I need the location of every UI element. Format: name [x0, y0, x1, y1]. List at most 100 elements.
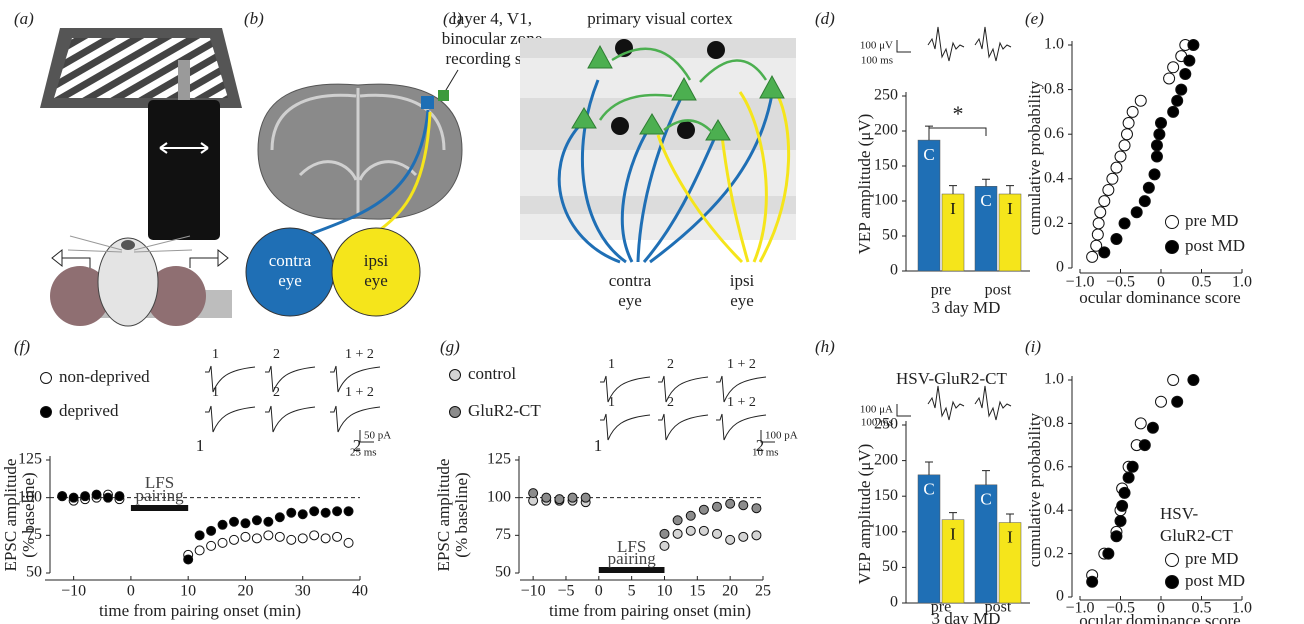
point: [698, 504, 709, 515]
brain-structure: [270, 88, 446, 215]
legend-label: pre MD: [1185, 549, 1238, 568]
scale-label: 100 ms: [861, 55, 893, 67]
point: [659, 540, 670, 551]
legend-label: deprived: [59, 401, 119, 420]
panel-c: (c) primary visual cortex contra eye ips…: [443, 9, 796, 310]
point: [274, 531, 285, 542]
bar-label: C: [980, 191, 991, 210]
x-tick-label: 1.0: [1232, 274, 1252, 291]
point: [751, 503, 762, 514]
point: [1116, 499, 1129, 512]
point: [1187, 374, 1200, 386]
trace: [600, 375, 651, 403]
eye-label: eye: [618, 291, 642, 310]
legend-label: GluR2-CT: [468, 401, 541, 420]
x-tick-label: −1.0: [1065, 600, 1094, 617]
scale-bar: [896, 404, 911, 417]
point: [1114, 150, 1127, 163]
trace: [265, 405, 316, 433]
brain-section: [257, 83, 463, 220]
trace-label: 2: [273, 347, 280, 362]
panel-label: (e): [1025, 9, 1044, 28]
point: [725, 534, 736, 545]
eye-label: eye: [364, 271, 388, 290]
point: [1098, 246, 1111, 259]
trace: [716, 375, 767, 403]
point: [1091, 228, 1104, 241]
legend-label: non-deprived: [59, 367, 150, 386]
error-bar: [982, 470, 990, 485]
layer: [520, 214, 796, 240]
y-tick-label: 75: [26, 526, 42, 543]
time-point-label: 2: [353, 436, 362, 455]
trace: [927, 26, 965, 62]
point: [738, 531, 749, 542]
panel-a: (a): [14, 9, 242, 327]
y-axis-label: (% baseline): [19, 472, 38, 557]
y-tick-label: 0: [890, 594, 898, 611]
pairing-label: pairing: [608, 549, 657, 568]
bar-label: C: [923, 145, 934, 164]
point: [297, 533, 308, 544]
recording-site: [438, 90, 449, 101]
trace: [330, 405, 381, 433]
point: [672, 528, 683, 539]
x-tick-label: 10: [180, 583, 196, 600]
point: [528, 488, 539, 499]
panel-label: (f): [14, 337, 30, 356]
x-tick-label: 0: [1157, 274, 1165, 291]
legend-label: pre MD: [1185, 211, 1238, 230]
y-tick-label: 200: [874, 122, 898, 139]
point: [659, 528, 670, 539]
chart-title: HSV-GluR2-CT: [896, 369, 1007, 388]
x-axis-label: 3 day MD: [932, 609, 1001, 624]
trace: [927, 385, 965, 421]
y-tick-label: 50: [26, 564, 42, 581]
legend-marker: [40, 406, 52, 418]
point: [217, 537, 228, 548]
annotation: *: [953, 101, 964, 126]
x-tick-label: 25: [755, 583, 771, 600]
point: [1167, 105, 1180, 118]
point: [309, 530, 320, 541]
scale-label: 100 pA: [765, 430, 798, 442]
y-axis-label: VEP amplitude (μV): [855, 114, 874, 255]
bar-label: I: [1007, 527, 1013, 546]
legend-marker: [40, 372, 52, 384]
whiskers: [67, 235, 193, 253]
time-point-label: 1: [594, 436, 603, 455]
point: [1122, 117, 1135, 130]
pairing-label: LFS: [617, 537, 646, 556]
eye-label: ipsi: [364, 251, 389, 270]
point: [567, 492, 578, 503]
eye-label: eye: [730, 291, 754, 310]
ear: [146, 266, 206, 326]
y-tick-label: 50: [882, 227, 898, 244]
point: [251, 515, 262, 526]
point: [1126, 105, 1139, 118]
point: [1167, 374, 1180, 386]
y-tick-label: 200: [874, 451, 898, 468]
trace-label: 1 + 2: [345, 347, 374, 362]
point: [194, 545, 205, 556]
point: [1171, 395, 1184, 408]
x-tick-label: −0.5: [1106, 274, 1135, 291]
y-tick-label: 100: [18, 488, 42, 505]
bar-label: I: [950, 525, 956, 544]
point: [725, 498, 736, 509]
point: [91, 489, 102, 500]
point: [1163, 72, 1176, 85]
pairing-label: pairing: [135, 486, 184, 505]
point: [1150, 150, 1163, 163]
point: [1118, 139, 1131, 152]
point: [1148, 168, 1161, 181]
x-tick-label: −10: [521, 583, 546, 600]
y-axis-label: cumulative probability: [1025, 80, 1044, 235]
point: [1086, 250, 1099, 263]
x-tick-label: pre: [931, 282, 951, 299]
point: [343, 506, 354, 517]
point: [685, 525, 696, 536]
ipsi-axons: [656, 91, 791, 264]
